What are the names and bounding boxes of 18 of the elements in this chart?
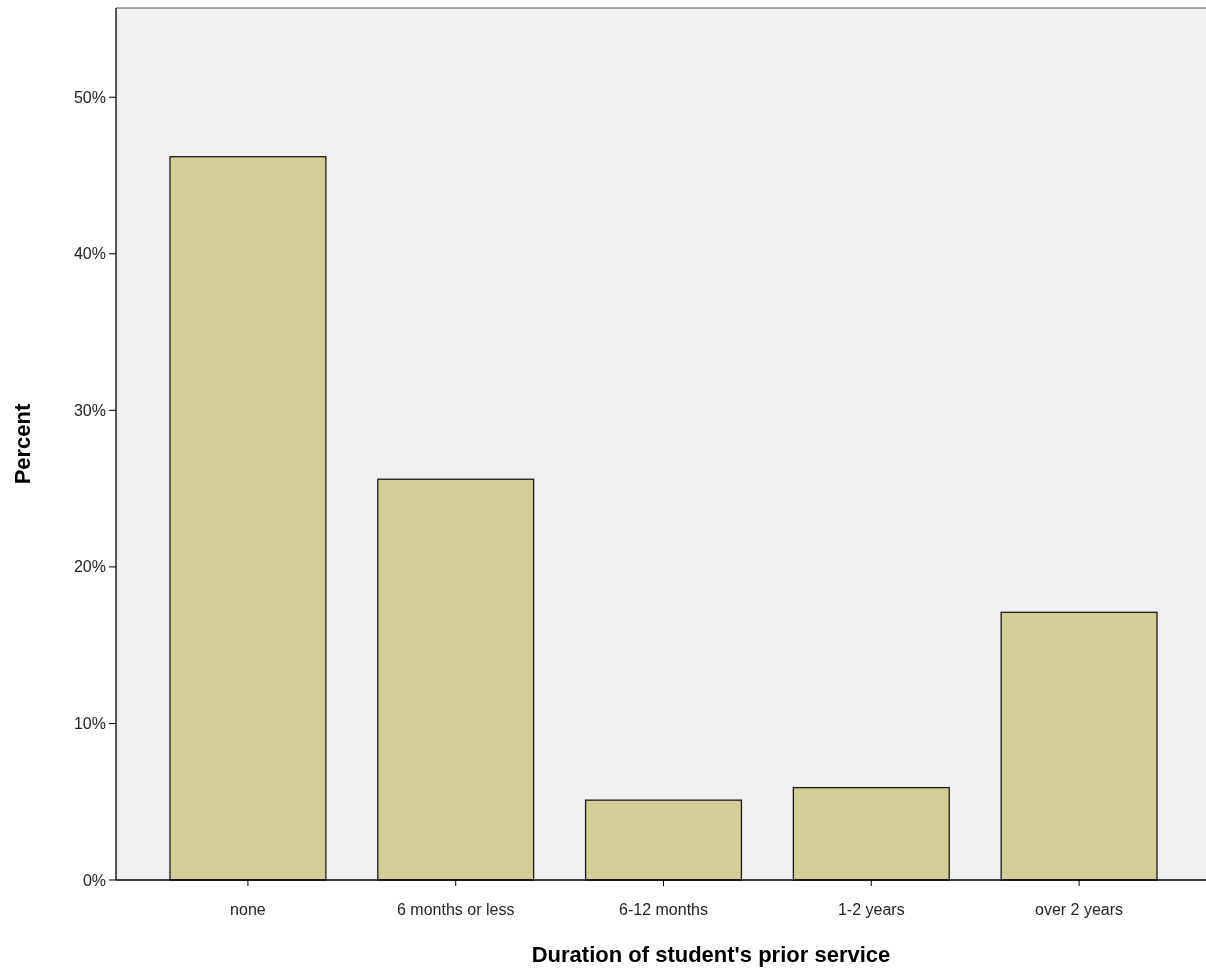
y-tick-label: 10% [73, 715, 106, 733]
x-tick-label: 1-2 years [837, 901, 905, 918]
y-tick-label: 30% [73, 401, 106, 419]
x-tick-label: 6 months or less [397, 901, 515, 918]
bar [169, 156, 327, 881]
y-tick-label: 20% [73, 558, 106, 576]
bar [792, 786, 950, 881]
y-tick-label: 40% [73, 245, 106, 263]
x-axis-title: Duration of student's prior service [531, 942, 891, 967]
x-tick-label: 6-12 months [619, 901, 708, 918]
y-axis-title: Percent [10, 402, 35, 485]
y-tick-label: 0% [82, 871, 106, 889]
y-tick-label: 50% [73, 88, 106, 106]
x-tick-label: none [230, 901, 266, 918]
bar [377, 478, 535, 881]
bar [1000, 611, 1158, 881]
bar [584, 799, 743, 881]
x-tick-label: over 2 years [1035, 901, 1124, 918]
